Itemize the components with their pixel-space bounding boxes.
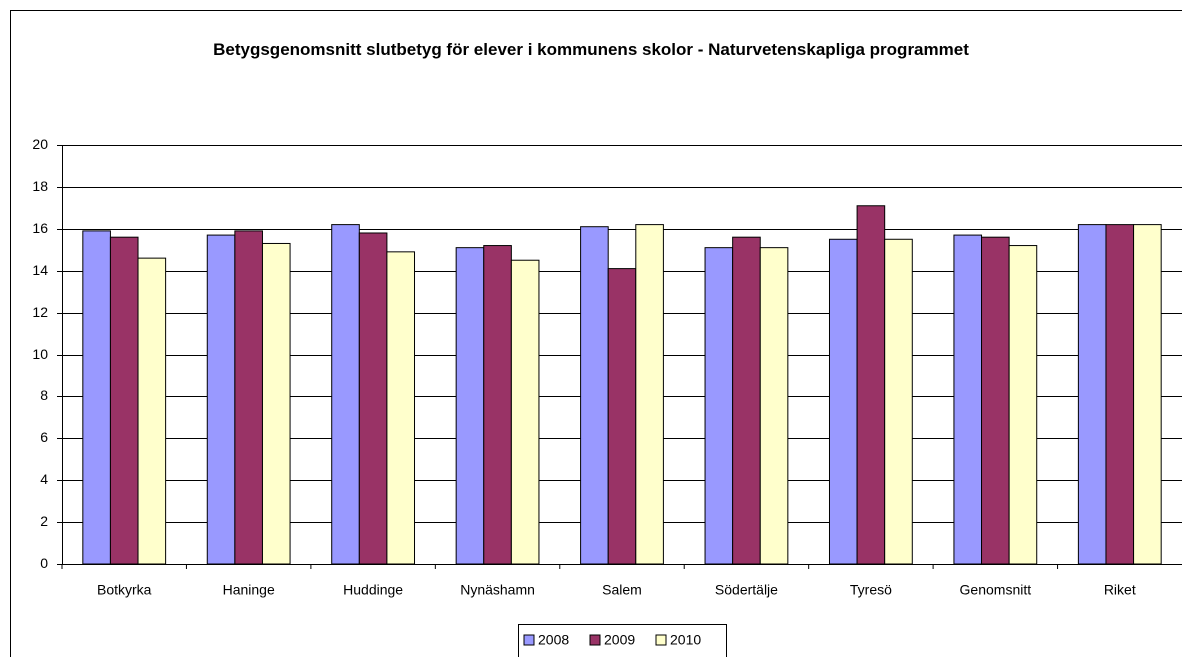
x-tick-label: Södertälje — [715, 582, 778, 598]
x-tick-label: Huddinge — [343, 582, 403, 598]
bar — [732, 236, 761, 565]
bar — [759, 247, 789, 565]
legend-label: 2009 — [604, 632, 635, 648]
y-tick-label: 12 — [32, 304, 48, 320]
y-tick-label: 20 — [32, 136, 48, 152]
x-tick-label: Tyresö — [850, 582, 892, 598]
bar — [607, 268, 637, 565]
legend-swatch — [523, 634, 535, 646]
legend-box — [518, 624, 727, 657]
legend-label: 2010 — [670, 632, 701, 648]
x-tick-label: Salem — [602, 582, 642, 598]
bar — [234, 230, 263, 565]
bar — [635, 224, 664, 565]
y-tick-label: 14 — [32, 262, 48, 278]
bar — [1008, 245, 1038, 565]
bar — [856, 205, 886, 565]
bar — [1077, 224, 1107, 565]
x-tick-label: Botkyrka — [97, 582, 152, 598]
bar — [510, 259, 540, 565]
bar — [981, 236, 1010, 565]
y-tick-label: 4 — [40, 471, 48, 487]
bar — [704, 247, 734, 565]
bar — [1105, 224, 1135, 565]
y-tick-label: 0 — [40, 555, 48, 571]
y-tick-label: 18 — [32, 178, 48, 194]
bar — [828, 238, 858, 565]
legend-label: 2008 — [538, 632, 569, 648]
chart-title: Betygsgenomsnitt slutbetyg för elever i … — [213, 40, 969, 59]
y-tick-label: 8 — [40, 387, 48, 403]
bar — [884, 238, 913, 565]
x-tick-label: Genomsnitt — [960, 582, 1032, 598]
bar — [82, 230, 111, 565]
bar — [109, 236, 139, 565]
bar — [386, 251, 416, 565]
bar — [206, 234, 236, 565]
bar — [455, 247, 485, 565]
chart-border — [10, 10, 1182, 657]
x-tick-label: Nynäshamn — [460, 582, 535, 598]
bar — [358, 232, 388, 565]
x-tick-label: Haninge — [223, 582, 275, 598]
bar — [261, 242, 291, 565]
bar — [137, 257, 167, 565]
y-tick-label: 2 — [40, 513, 48, 529]
bar — [1133, 224, 1162, 565]
legend-swatch — [655, 634, 667, 646]
x-tick-label: Riket — [1104, 582, 1136, 598]
y-tick-label: 10 — [32, 346, 48, 362]
bar — [580, 226, 609, 565]
legend-swatch — [589, 634, 601, 646]
y-tick-label: 6 — [40, 429, 48, 445]
bar — [953, 234, 983, 565]
y-tick-label: 16 — [32, 220, 48, 236]
bar — [483, 245, 512, 565]
bar — [331, 224, 360, 565]
